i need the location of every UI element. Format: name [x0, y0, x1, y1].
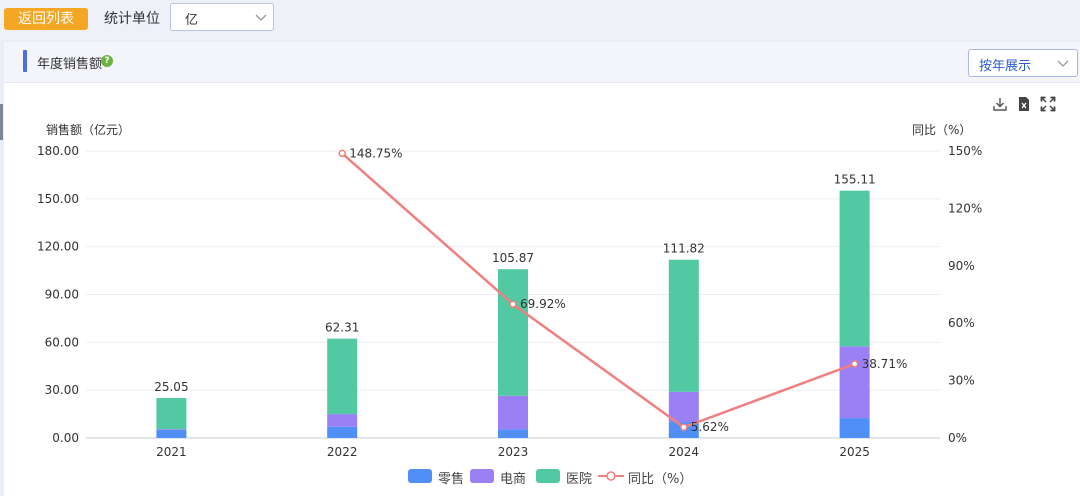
y-right-tick-label: 120%: [948, 201, 982, 215]
bar-segment: [156, 429, 187, 431]
bar-segment: [839, 418, 870, 438]
y-right-tick-label: 0%: [948, 431, 967, 445]
x-tick-label: 2023: [498, 445, 529, 459]
download-icon[interactable]: [992, 96, 1008, 112]
y-left-tick-label: 30.00: [45, 383, 79, 397]
bar-total-label: 62.31: [325, 321, 359, 335]
bar-segment: [498, 269, 528, 396]
y-left-tick-label: 60.00: [45, 335, 79, 349]
x-tick-label: 2022: [327, 445, 358, 459]
export-excel-icon[interactable]: [1016, 96, 1032, 112]
fullscreen-icon[interactable]: [1040, 96, 1056, 112]
x-tick-label: 2024: [669, 445, 700, 459]
bar-segment: [156, 398, 187, 430]
bar-segment: [498, 429, 528, 438]
yoy-point: [680, 423, 688, 431]
unit-select-value: 亿: [185, 13, 199, 28]
bar-total-label: 25.05: [154, 380, 188, 394]
legend-label: 电商: [500, 472, 527, 487]
y-axis-right-label: 同比（%）: [912, 123, 971, 137]
panel-title: 年度销售额: [37, 57, 103, 72]
yoy-point: [850, 360, 859, 368]
legend-label: 零售: [438, 472, 465, 487]
chart-legend: 零售 电商 医院 同比（%）: [0, 460, 1080, 490]
bar-segment: [498, 395, 528, 430]
yoy-label: 69.92%: [520, 297, 566, 311]
bar-segment: [668, 391, 699, 423]
y-right-tick-label: 150%: [948, 144, 982, 158]
side-scroll-indicator: [0, 104, 3, 140]
bar-segment: [156, 430, 187, 438]
question-circle-icon[interactable]: ?: [101, 55, 113, 67]
back-to-list-button[interactable]: 返回列表: [4, 8, 88, 30]
bar-segment: [839, 190, 870, 347]
legend-swatch: [470, 469, 494, 483]
yoy-label: 148.75%: [349, 146, 402, 160]
y-left-tick-label: 180.00: [37, 144, 79, 158]
view-mode-select[interactable]: 按年展示: [968, 49, 1078, 77]
yoy-label: 38.71%: [862, 357, 908, 371]
unit-select[interactable]: 亿: [170, 3, 274, 31]
y-left-tick-label: 90.00: [45, 288, 79, 302]
bar-total-label: 105.87: [492, 251, 534, 265]
bar-segment: [839, 346, 870, 419]
y-left-tick-label: 150.00: [37, 192, 79, 206]
y-right-tick-label: 30%: [948, 374, 975, 388]
y-left-tick-label: 120.00: [37, 240, 79, 254]
y-left-tick-label: 0.00: [52, 431, 79, 445]
x-tick-label: 2021: [156, 445, 187, 459]
unit-label: 统计单位: [104, 11, 160, 27]
bar-total-label: 155.11: [834, 173, 876, 187]
panel-header: 年度销售额 ? 按年展示: [4, 42, 1080, 83]
top-toolbar: 返回列表 统计单位 亿: [0, 0, 1080, 40]
y-axis-left-label: 销售额（亿元）: [46, 122, 130, 137]
legend-label: 同比（%）: [628, 472, 693, 487]
yoy-label: 5.62%: [691, 420, 729, 434]
legend-line-swatch: [598, 471, 624, 481]
legend-swatch: [408, 469, 432, 483]
yoy-point: [509, 300, 517, 308]
legend-swatch: [536, 469, 560, 483]
bar-segment: [327, 338, 358, 415]
chevron-down-icon: [1057, 60, 1069, 67]
title-accent-bar: [23, 50, 27, 72]
legend-label: 医院: [566, 472, 593, 487]
yoy-point: [338, 149, 346, 158]
bar-total-label: 111.82: [663, 242, 705, 256]
y-right-tick-label: 90%: [948, 259, 975, 273]
bar-segment: [327, 426, 358, 438]
view-mode-value: 按年展示: [979, 59, 1032, 74]
bar-segment: [668, 259, 699, 392]
x-tick-label: 2025: [839, 445, 870, 459]
y-right-tick-label: 60%: [948, 316, 975, 330]
bar-segment: [327, 414, 358, 427]
chevron-down-icon: [255, 14, 267, 21]
yoy-line: [341, 152, 856, 429]
